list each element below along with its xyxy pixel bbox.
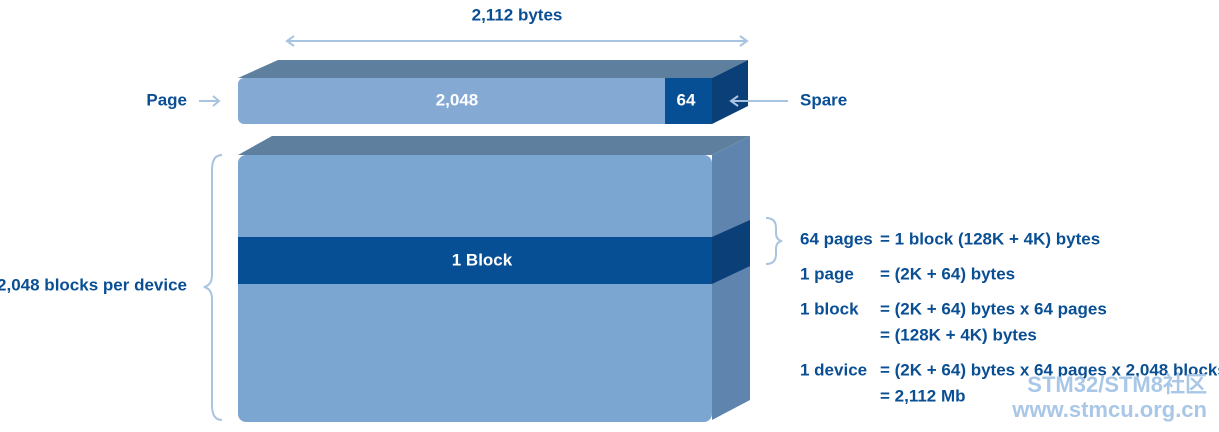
spare-arrow xyxy=(729,95,788,107)
equations: 64 pages = 1 block (128K + 4K) bytes 1 pag… xyxy=(800,229,1219,405)
device-label: 2,048 blocks per device xyxy=(0,275,187,294)
arrow-heads xyxy=(285,35,749,47)
page-label: Page xyxy=(146,90,187,109)
equation-term: 1 page xyxy=(800,264,854,283)
equation-term: 1 block xyxy=(800,299,859,318)
block-body xyxy=(238,155,712,422)
block-side xyxy=(712,136,750,420)
equation-line: = 2,112 Mb xyxy=(880,386,966,405)
spare-label: Spare xyxy=(800,90,847,109)
page-side xyxy=(712,60,748,124)
band-side xyxy=(712,220,750,284)
equation-line: = (2K + 64) bytes x 64 pages xyxy=(880,299,1107,318)
watermark-url: www.stmcu.org.cn xyxy=(1011,397,1207,422)
device-brace xyxy=(203,154,223,421)
equation-term: 64 pages xyxy=(800,229,873,248)
watermark: STM32/STM8社区 xyxy=(1027,372,1207,397)
block-label: 1 Block xyxy=(452,250,513,269)
block-band xyxy=(238,237,712,284)
spare-area xyxy=(665,78,712,124)
data-size: 2,048 xyxy=(436,90,479,109)
page-arrow xyxy=(199,95,221,107)
equation-term: 1 device xyxy=(800,360,867,379)
block-top xyxy=(238,136,750,155)
spare-size: 64 xyxy=(677,90,696,109)
equation-line: = 1 block (128K + 4K) bytes xyxy=(880,229,1100,248)
page-top xyxy=(238,60,748,78)
equation-line: = (2K + 64) bytes x 64 pages x 2,048 blo… xyxy=(880,360,1219,379)
pages-brace xyxy=(765,217,783,265)
page-bar xyxy=(238,78,712,124)
equation-line: = (2K + 64) bytes xyxy=(880,264,1015,283)
equation-line: = (128K + 4K) bytes xyxy=(880,325,1037,344)
width-label: 2,112 bytes xyxy=(472,5,563,24)
